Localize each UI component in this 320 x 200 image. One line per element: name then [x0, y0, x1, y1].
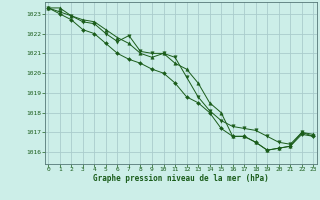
- X-axis label: Graphe pression niveau de la mer (hPa): Graphe pression niveau de la mer (hPa): [93, 174, 269, 183]
